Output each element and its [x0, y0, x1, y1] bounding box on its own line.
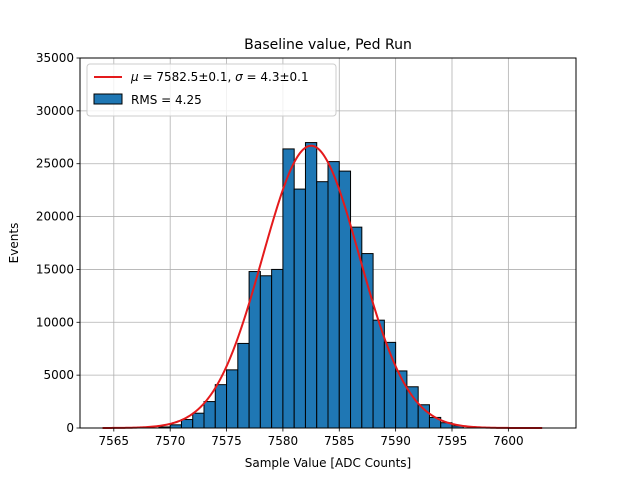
histogram-bar — [214, 384, 228, 429]
y-axis-ticks: 0 5000 10000 15000 20000 25000 30000 35000 — [36, 51, 80, 435]
legend-histogram-label: RMS = 4.25 — [131, 93, 202, 107]
histogram-bar — [192, 412, 205, 429]
legend-fit-mu-value: 7582.5±0.1 — [156, 70, 227, 84]
histogram-bar — [282, 148, 295, 429]
histogram-bar — [237, 342, 250, 429]
x-tick-label: 7570 — [155, 434, 186, 448]
y-tick-label: 10000 — [36, 315, 74, 329]
x-tick-label: 7595 — [437, 434, 468, 448]
x-axis-label: Sample Value [ADC Counts] — [245, 456, 411, 470]
chart-title: Baseline value, Ped Run — [244, 37, 412, 53]
y-tick-label: 15000 — [36, 262, 74, 276]
histogram-bar — [372, 319, 385, 429]
x-tick-label: 7585 — [324, 434, 355, 448]
y-axis-label: Events — [7, 223, 21, 264]
x-tick-label: 7565 — [99, 434, 130, 448]
y-tick-label: 30000 — [36, 104, 74, 118]
histogram-bar — [406, 386, 419, 429]
legend-fit-label: μ = 7582.5±0.1, σ = 4.3±0.1 — [130, 70, 309, 84]
histogram-bar — [304, 142, 318, 429]
histogram-bar — [271, 268, 284, 429]
y-tick-label: 20000 — [36, 210, 74, 224]
y-tick-label: 0 — [66, 421, 74, 435]
histogram-bar — [226, 369, 239, 429]
y-tick-label: 35000 — [36, 51, 74, 65]
histogram-bar — [316, 181, 329, 429]
legend-histogram-swatch — [93, 93, 123, 105]
y-tick-label: 25000 — [36, 157, 74, 171]
histogram-bar — [259, 275, 273, 429]
x-axis-ticks: 7565 7570 7575 7580 7585 7590 7595 7600 — [99, 428, 524, 448]
legend-box — [86, 63, 337, 117]
histogram-bar — [327, 161, 340, 429]
x-tick-label: 7600 — [493, 434, 524, 448]
histogram-bar — [293, 188, 306, 429]
legend-fit-sigma-value: 4.3±0.1 — [260, 70, 308, 84]
histogram-bar — [203, 401, 216, 429]
x-tick-label: 7575 — [211, 434, 242, 448]
plot-frame — [79, 57, 577, 429]
histogram-bar — [361, 253, 374, 429]
y-tick-label: 5000 — [43, 368, 74, 382]
x-tick-label: 7580 — [268, 434, 299, 448]
legend: μ = 7582.5±0.1, σ = 4.3±0.1 RMS = 4.25 — [86, 63, 337, 117]
x-tick-label: 7590 — [380, 434, 411, 448]
histogram-bar — [180, 419, 194, 429]
gaussian-fit-curve — [102, 144, 543, 429]
fit-curve-layer — [102, 144, 543, 429]
